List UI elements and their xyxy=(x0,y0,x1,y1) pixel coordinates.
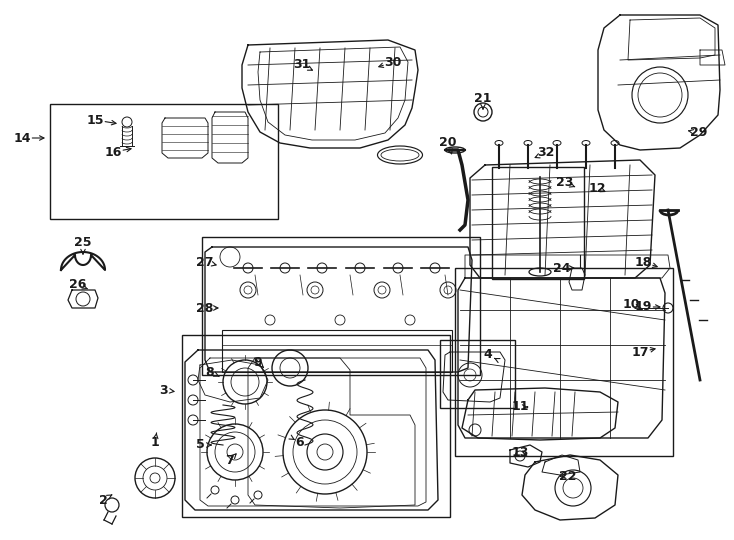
Text: 27: 27 xyxy=(196,255,214,268)
Text: 8: 8 xyxy=(206,366,214,379)
Text: 9: 9 xyxy=(254,355,262,368)
Text: 11: 11 xyxy=(512,401,528,414)
Text: 5: 5 xyxy=(196,438,204,451)
Bar xyxy=(455,268,673,456)
Text: 18: 18 xyxy=(634,255,652,268)
Bar xyxy=(50,104,278,219)
Text: 4: 4 xyxy=(484,348,493,361)
Text: 28: 28 xyxy=(196,301,214,314)
Text: 6: 6 xyxy=(296,436,305,449)
Text: 17: 17 xyxy=(631,346,649,359)
Text: 25: 25 xyxy=(74,237,92,249)
Text: 26: 26 xyxy=(69,279,87,292)
Text: 23: 23 xyxy=(556,177,574,190)
Text: 7: 7 xyxy=(225,454,234,467)
Text: 14: 14 xyxy=(13,132,31,145)
Text: 24: 24 xyxy=(553,261,571,274)
Text: 19: 19 xyxy=(634,300,652,314)
Text: 10: 10 xyxy=(622,299,640,312)
Text: 21: 21 xyxy=(474,91,492,105)
Bar xyxy=(202,237,480,375)
Bar xyxy=(222,330,452,372)
Text: 32: 32 xyxy=(537,146,555,159)
Text: 31: 31 xyxy=(294,58,310,71)
Bar xyxy=(440,340,515,408)
Text: 16: 16 xyxy=(104,145,122,159)
Text: 1: 1 xyxy=(150,436,159,449)
Text: 3: 3 xyxy=(159,383,167,396)
Bar xyxy=(492,167,584,279)
Text: 15: 15 xyxy=(87,113,103,126)
Text: 2: 2 xyxy=(98,494,107,507)
Text: 12: 12 xyxy=(588,181,606,194)
Text: 20: 20 xyxy=(439,137,457,150)
Text: 13: 13 xyxy=(512,447,528,460)
Text: 30: 30 xyxy=(385,56,401,69)
Text: 22: 22 xyxy=(559,469,577,483)
Text: 29: 29 xyxy=(690,126,708,139)
Bar xyxy=(182,335,450,517)
